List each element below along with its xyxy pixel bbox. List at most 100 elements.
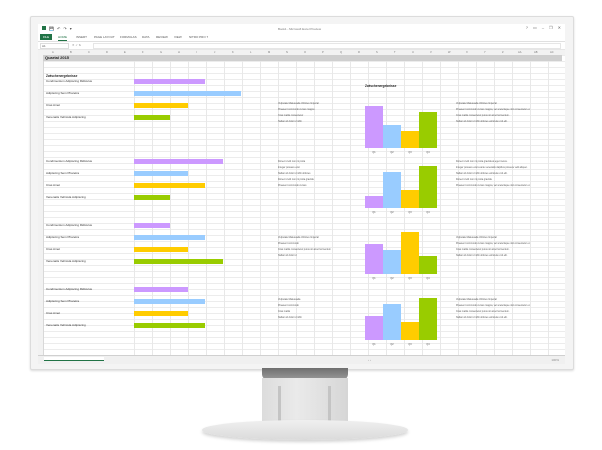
tab-data[interactable]: DATA — [142, 35, 150, 39]
note: Praesent commodo cursus magna, vel scele… — [456, 304, 531, 307]
column-q4 — [419, 256, 437, 274]
col-header[interactable]: P — [322, 51, 324, 54]
zoom-level[interactable]: 100% — [551, 358, 559, 362]
chart-4-x-axis: Q1 Q2 Q3 Q4 — [365, 343, 437, 347]
row-headers[interactable] — [38, 55, 44, 355]
col-header[interactable]: H — [178, 51, 180, 54]
redo-icon[interactable]: ↷ — [63, 26, 67, 31]
name-box[interactable]: A1 — [40, 43, 69, 49]
gridline — [314, 55, 315, 355]
row-label: Condimentum Adipiscing Ridiculus — [46, 287, 93, 291]
col-header[interactable]: AA — [518, 51, 522, 54]
col-header[interactable]: Y — [484, 51, 486, 54]
col-header[interactable]: AC — [550, 51, 554, 54]
col-header[interactable]: X — [466, 51, 468, 54]
cell-grid[interactable] — [38, 55, 565, 355]
col-header[interactable]: M — [268, 51, 271, 54]
tab-view[interactable]: VIEW — [174, 35, 182, 39]
bar-purple — [134, 159, 223, 164]
column-chart-3[interactable] — [365, 232, 437, 274]
horizontal-scrollbar[interactable]: ‹ › — [368, 358, 371, 362]
ribbon-display-icon[interactable]: ▭ — [533, 25, 537, 30]
note: Praesent commodo cursus magna, vel scele… — [456, 108, 531, 111]
sheet-tab[interactable] — [44, 357, 104, 361]
col-header[interactable]: C — [88, 51, 90, 54]
tab-home[interactable]: HOME — [58, 35, 67, 41]
note: Praesent commodo cursus magna, vel scele… — [456, 184, 531, 187]
gridline — [134, 55, 135, 355]
col-header[interactable]: E — [124, 51, 126, 54]
help-icon[interactable]: ? — [525, 25, 529, 30]
tab-insert[interactable]: INSERT — [76, 35, 87, 39]
col-header[interactable]: V — [430, 51, 432, 54]
bar-green — [134, 259, 223, 264]
col-header[interactable]: A — [52, 51, 54, 54]
col-header[interactable]: W — [448, 51, 451, 54]
col-header[interactable]: N — [286, 51, 288, 54]
note: Integer posuere erat a ante venenatis da… — [456, 166, 528, 169]
column-q2 — [383, 172, 401, 208]
col-header[interactable]: T — [394, 51, 396, 54]
gridline — [242, 55, 243, 355]
tab-review[interactable]: REVIEW — [156, 35, 168, 39]
column-chart-1[interactable] — [365, 106, 437, 148]
save-icon[interactable]: 💾 — [49, 26, 54, 31]
column-chart-2[interactable] — [365, 166, 437, 208]
note: Cras mattis consectetur purus sit amet f… — [456, 248, 510, 251]
minimize-icon[interactable]: – — [541, 25, 545, 30]
note: Integer posuere erat — [278, 166, 300, 169]
gridline — [476, 55, 477, 355]
monitor-bezel: 💾 ↶ ↷ ▾ Book1 - Microsoft Excel Preview … — [30, 16, 574, 370]
close-icon[interactable]: ✕ — [557, 25, 561, 30]
col-header[interactable]: J — [214, 51, 216, 54]
col-header[interactable]: D — [106, 51, 108, 54]
col-header[interactable]: S — [376, 51, 378, 54]
row-label: Venenatis Vehicula Adipiscing — [46, 115, 86, 119]
row-label: Cras Amet — [46, 311, 61, 315]
bar-yellow — [134, 247, 188, 252]
customize-qat-icon[interactable]: ▾ — [69, 26, 72, 31]
tab-formulas[interactable]: FORMULAS — [120, 35, 137, 39]
gridline — [296, 55, 297, 355]
col-header[interactable]: L — [250, 51, 252, 54]
bar-green — [134, 195, 170, 200]
x-label: Q2 — [390, 151, 394, 154]
tab-page-layout[interactable]: PAGE LAYOUT — [94, 35, 115, 39]
x-label: Q3 — [408, 211, 412, 214]
gridline — [260, 55, 261, 355]
undo-icon[interactable]: ↶ — [56, 26, 61, 31]
col-header[interactable]: U — [412, 51, 414, 54]
note: Cras mattis — [278, 310, 291, 313]
col-header[interactable]: I — [196, 51, 197, 54]
x-label: Q1 — [372, 343, 376, 346]
gridline — [350, 55, 351, 355]
note: Vulputate Malesuada — [278, 298, 301, 301]
formula-input[interactable] — [93, 43, 561, 49]
excel-logo-icon — [42, 26, 46, 30]
gridline — [206, 55, 207, 355]
col-header[interactable]: Z — [502, 51, 504, 54]
col-header[interactable]: Q — [340, 51, 343, 54]
col-header[interactable]: R — [358, 51, 360, 54]
bar-purple — [134, 79, 205, 84]
row-label: Venenatis Vehicula Adipiscing — [46, 195, 86, 199]
col-header[interactable]: AB — [534, 51, 538, 54]
gridline — [440, 55, 441, 355]
note: Cras mattis consectetur purus sit amet f… — [456, 114, 510, 117]
gridline — [530, 55, 531, 355]
col-header[interactable]: F — [142, 51, 144, 54]
row-label: Cras Amet — [46, 247, 61, 251]
col-header[interactable]: O — [304, 51, 307, 54]
col-header[interactable]: G — [160, 51, 163, 54]
tab-file[interactable]: FILE — [40, 34, 52, 40]
col-header[interactable]: B — [70, 51, 72, 54]
chart-1-x-axis: Q1 Q2 Q3 Q4 — [365, 151, 437, 155]
column-chart-4[interactable] — [365, 298, 437, 340]
monitor-base — [202, 420, 408, 440]
formula-icons[interactable]: ✕ ✓ fx — [72, 43, 82, 47]
tab-nitro-pro[interactable]: NITRO PRO 7 — [189, 35, 209, 39]
col-header[interactable]: K — [232, 51, 234, 54]
ribbon-tabs: FILE HOME INSERT PAGE LAYOUT FORMULAS DA… — [38, 33, 565, 42]
x-label: Q3 — [408, 151, 412, 154]
restore-icon[interactable]: ❐ — [549, 25, 553, 30]
